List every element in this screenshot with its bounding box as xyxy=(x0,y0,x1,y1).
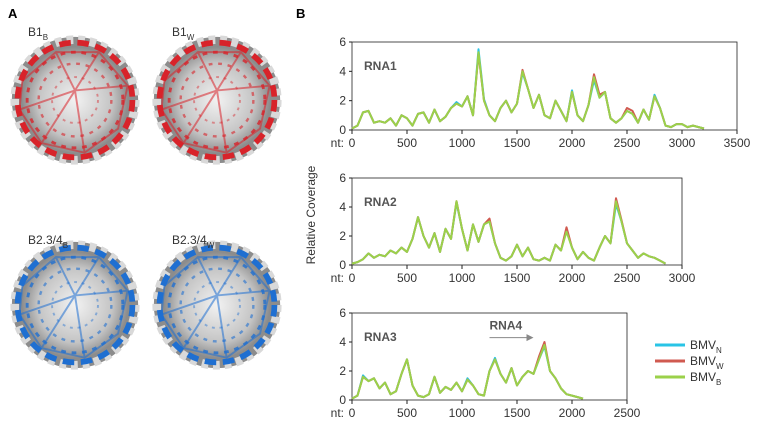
legend-label-subscript: N xyxy=(716,346,722,355)
image-label: B2.3/4B xyxy=(28,233,68,250)
x-tick-label: 3500 xyxy=(724,136,751,150)
x-axis-label: nt: xyxy=(331,406,344,420)
y-axis-label: Relative Coverage xyxy=(304,165,318,264)
y-tick-label: 0 xyxy=(339,123,346,137)
legend-label-subscript: W xyxy=(716,362,724,371)
y-tick-label: 6 xyxy=(339,35,346,49)
image-label: B1W xyxy=(172,25,195,42)
chart-title: RNA1 xyxy=(364,59,397,73)
x-tick-label: 0 xyxy=(349,136,356,150)
x-tick-label: 1500 xyxy=(504,406,531,420)
image-label-main: B2.3/4 xyxy=(172,233,207,247)
image-label: B1B xyxy=(28,25,48,42)
x-tick-label: 2500 xyxy=(614,271,641,285)
image-label-main: B2.3/4 xyxy=(28,233,63,247)
coverage-line xyxy=(351,343,584,400)
y-tick-label: 2 xyxy=(339,364,346,378)
y-tick-label: 4 xyxy=(339,335,346,349)
coverage-line xyxy=(351,341,584,400)
x-tick-label: 2000 xyxy=(559,406,586,420)
virus-image xyxy=(12,37,138,163)
x-tick-label: 1000 xyxy=(449,271,476,285)
coverage-line xyxy=(351,345,584,400)
x-tick-label: 2500 xyxy=(614,136,641,150)
x-tick-label: 2500 xyxy=(614,406,641,420)
legend-label-main: BMV xyxy=(690,354,716,368)
x-tick-label: 1500 xyxy=(504,136,531,150)
x-tick-label: 3000 xyxy=(669,271,696,285)
x-axis-label: nt: xyxy=(331,136,344,150)
y-tick-label: 4 xyxy=(339,64,346,78)
image-label-subscript: W xyxy=(187,33,195,42)
image-label-main: B1 xyxy=(172,25,187,39)
y-tick-label: 6 xyxy=(339,171,346,185)
chart-title: RNA3 xyxy=(364,330,397,344)
y-tick-label: 0 xyxy=(339,258,346,272)
legend-label: BMVN xyxy=(690,338,722,355)
image-label-subscript: W xyxy=(207,241,215,250)
chart-title: RNA2 xyxy=(364,195,397,209)
image-label: B2.3/4W xyxy=(172,233,215,250)
x-tick-label: 1500 xyxy=(504,271,531,285)
image-label-main: B1 xyxy=(28,25,43,39)
arrow-head xyxy=(526,334,534,342)
y-tick-label: 4 xyxy=(339,200,346,214)
legend-label: BMVW xyxy=(690,354,724,371)
x-axis-label: nt: xyxy=(331,271,344,285)
y-tick-label: 0 xyxy=(339,393,346,407)
coverage-line xyxy=(351,200,666,265)
image-label-subscript: B xyxy=(63,241,68,250)
y-tick-label: 6 xyxy=(339,306,346,320)
virus-image xyxy=(12,242,138,368)
plot-frame xyxy=(351,312,628,401)
x-tick-label: 0 xyxy=(349,406,356,420)
legend-label-main: BMV xyxy=(690,370,716,384)
coverage-line xyxy=(351,51,705,130)
x-tick-label: 500 xyxy=(397,136,417,150)
y-tick-label: 2 xyxy=(339,94,346,108)
legend-label-main: BMV xyxy=(690,338,716,352)
annotation: RNA4 xyxy=(490,319,523,333)
legend-label-subscript: B xyxy=(716,378,721,387)
virus-image xyxy=(154,37,280,163)
plot-frame xyxy=(351,41,738,131)
x-tick-label: 2000 xyxy=(559,136,586,150)
x-tick-label: 2000 xyxy=(559,271,586,285)
virus-image xyxy=(154,242,280,368)
x-tick-label: 1000 xyxy=(449,406,476,420)
x-tick-label: 3000 xyxy=(669,136,696,150)
image-label-subscript: B xyxy=(43,33,48,42)
x-tick-label: 0 xyxy=(349,271,356,285)
legend-label: BMVB xyxy=(690,370,721,387)
x-tick-label: 500 xyxy=(397,271,417,285)
x-tick-label: 1000 xyxy=(449,136,476,150)
panel-label: B xyxy=(296,6,305,21)
panel-label: A xyxy=(8,6,18,21)
y-tick-label: 2 xyxy=(339,229,346,243)
x-tick-label: 500 xyxy=(397,406,417,420)
